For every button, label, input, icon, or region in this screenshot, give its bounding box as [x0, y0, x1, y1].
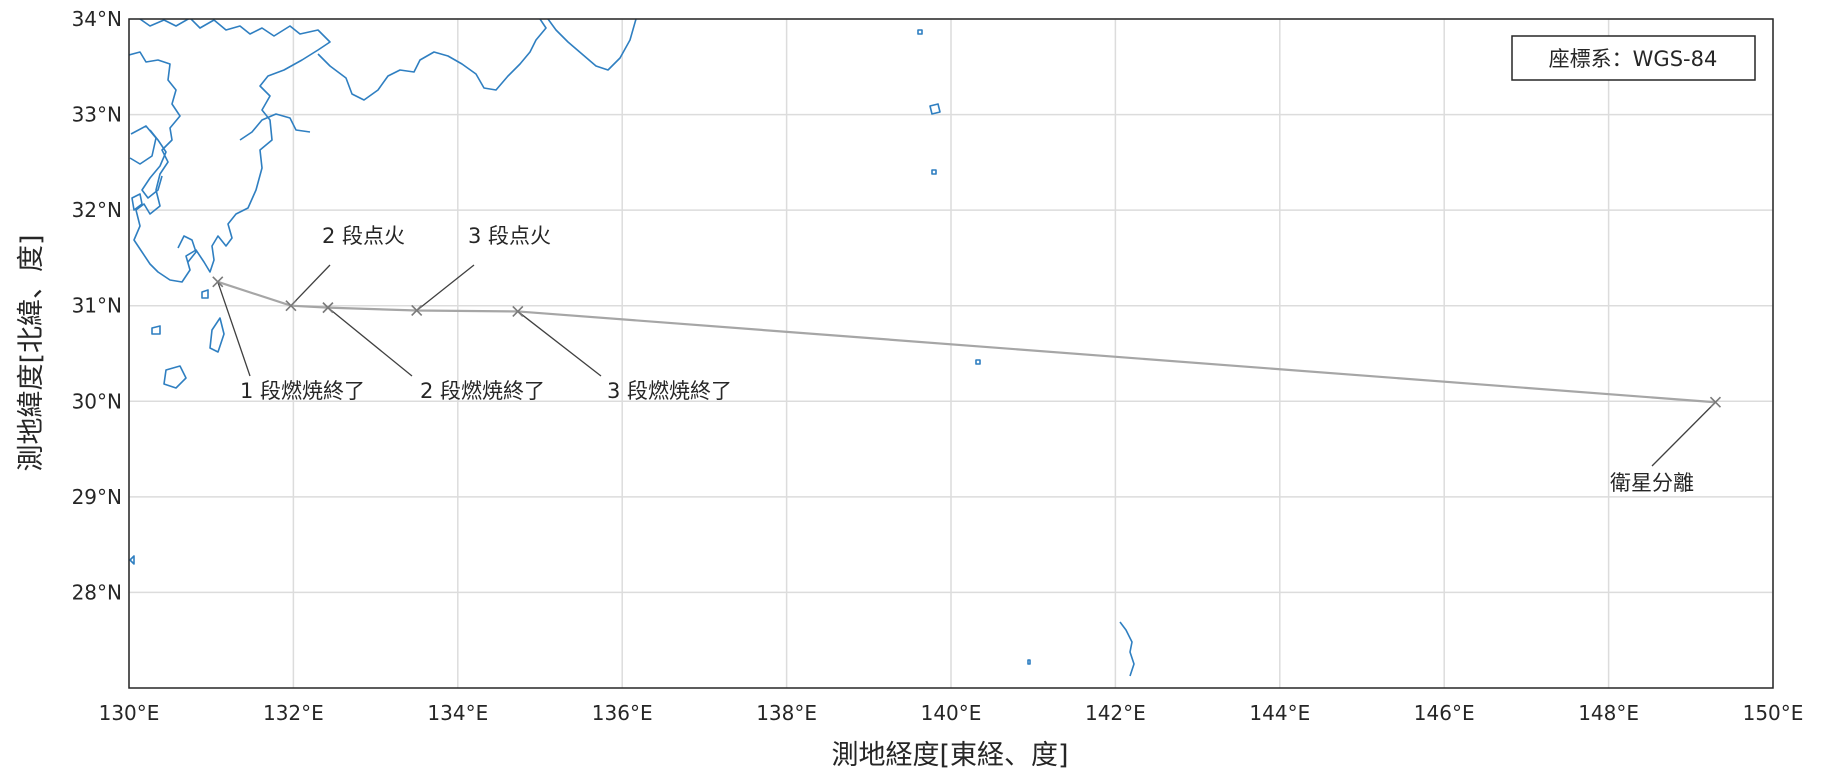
- event-leader-line: [217, 281, 251, 377]
- event-marker: [285, 300, 297, 312]
- izu-islet-c: [917, 29, 923, 35]
- event-label: 1 段燃焼終了: [240, 379, 365, 403]
- event-leader-line: [290, 264, 331, 307]
- x-tick-label: 134°E: [427, 701, 488, 725]
- x-tick-label: 132°E: [263, 701, 324, 725]
- event-label: 3 段点火: [468, 224, 551, 248]
- izu-islet-g: [129, 555, 135, 565]
- event-marker: [411, 304, 423, 317]
- kii-peninsula: [547, 19, 637, 71]
- y-tick-label: 30°N: [72, 389, 122, 413]
- coastline-layer: [129, 19, 1135, 677]
- event-marker: [212, 276, 224, 288]
- event-marker: [1709, 396, 1722, 408]
- y-tick-label: 34°N: [72, 7, 122, 31]
- tanegashima: [209, 317, 225, 353]
- kyushu-coastline: [129, 19, 331, 283]
- izu-islet-d: [975, 359, 981, 365]
- y-axis-title: 測地緯度[北緯、度]: [16, 234, 47, 471]
- y-tick-labels: 34°N 33°N 32°N 31°N 30°N 29°N 28°N: [72, 7, 122, 604]
- y-tick-label: 28°N: [72, 580, 122, 604]
- event-label: 3 段燃焼終了: [607, 379, 732, 403]
- shikoku-coastline: [317, 19, 547, 101]
- izu-islet-a: [929, 103, 941, 115]
- izu-islet-b: [931, 169, 937, 175]
- x-tick-label: 136°E: [592, 701, 653, 725]
- izu-islet-e: [1119, 621, 1135, 677]
- y-tick-label: 32°N: [72, 198, 122, 222]
- x-tick-label: 144°E: [1249, 701, 1310, 725]
- x-tick-label: 140°E: [921, 701, 982, 725]
- x-tick-label: 142°E: [1085, 701, 1146, 725]
- x-tick-label: 130°E: [99, 701, 160, 725]
- y-tick-label: 31°N: [72, 294, 122, 318]
- izu-islet-f: [1027, 659, 1031, 665]
- event-marker: [322, 302, 334, 314]
- x-tick-labels: 130°E 132°E 134°E 136°E 138°E 140°E 142°E 144°E…: [99, 701, 1804, 725]
- event-marker: [512, 305, 524, 318]
- event-leader-line: [517, 310, 602, 377]
- x-tick-label: 138°E: [756, 701, 817, 725]
- kagoshima-bay: [177, 235, 197, 263]
- gridlines: [128, 18, 1774, 688]
- trajectory-line: [217, 280, 1716, 404]
- event-leader-line: [1651, 401, 1716, 467]
- event-leader-line: [416, 264, 475, 312]
- osumi-islet-a: [151, 325, 161, 335]
- trajectory-layer: [217, 280, 1716, 404]
- yakushima: [163, 365, 187, 389]
- legend-text: 座標系：WGS-84: [1549, 47, 1718, 71]
- ariake-inner-coast: [141, 129, 167, 199]
- event-leader-line: [327, 307, 413, 377]
- event-label: 2 段燃焼終了: [420, 379, 545, 403]
- x-tick-label: 150°E: [1743, 701, 1804, 725]
- x-tick-label: 146°E: [1414, 701, 1475, 725]
- event-label: 2 段点火: [322, 224, 405, 248]
- y-tick-label: 33°N: [72, 103, 122, 127]
- plot-frame: [128, 18, 1774, 689]
- amakusa-islands: [129, 125, 157, 165]
- event-label: 衛星分離: [1610, 471, 1694, 495]
- shikoku-south-coast: [239, 113, 311, 141]
- osumi-islet-b: [201, 289, 209, 299]
- x-axis-title: 測地経度[東経、度]: [831, 740, 1068, 771]
- x-tick-label: 148°E: [1578, 701, 1639, 725]
- legend-box: 座標系：WGS-84: [1511, 35, 1756, 81]
- y-tick-label: 29°N: [72, 485, 122, 509]
- koshiki-islands: [131, 193, 143, 211]
